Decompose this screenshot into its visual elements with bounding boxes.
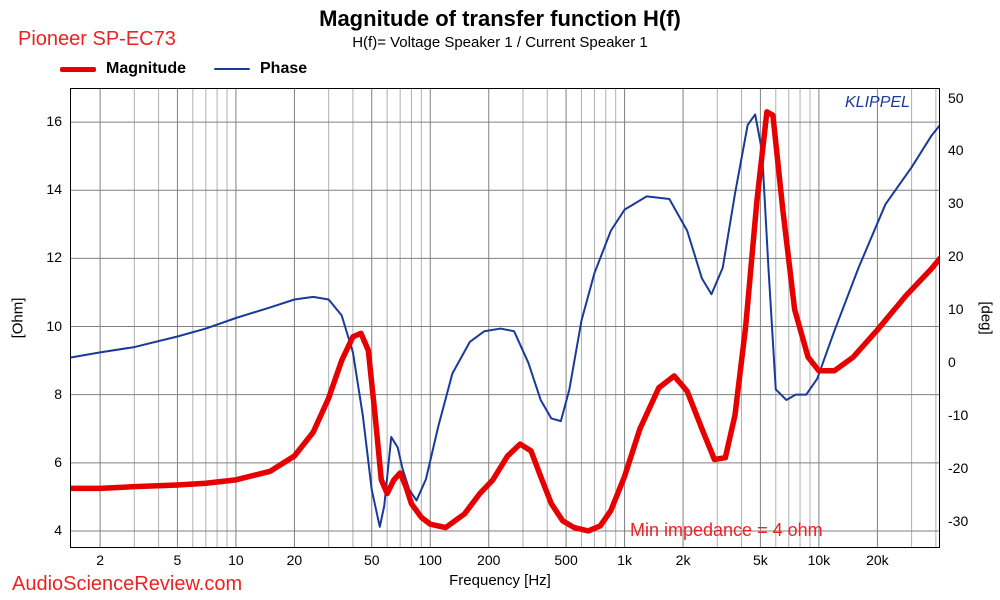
legend-label-magnitude: Magnitude: [106, 60, 186, 78]
x-tick-label: 5: [174, 552, 182, 568]
y-right-tick-label: -30: [948, 513, 968, 529]
min-impedance-annotation: Min impedance = 4 ohm: [630, 520, 823, 541]
x-tick-label: 200: [477, 552, 500, 568]
y-left-axis-label: [Ohm]: [10, 298, 27, 339]
x-tick-label: 20: [287, 552, 303, 568]
y-right-tick-label: -20: [948, 460, 968, 476]
legend-swatch-magnitude: [60, 67, 96, 72]
x-axis-label: Frequency [Hz]: [0, 572, 1000, 589]
y-right-tick-label: 40: [948, 142, 964, 158]
y-left-tick-label: 14: [46, 181, 62, 197]
x-tick-label: 100: [419, 552, 442, 568]
legend-item-magnitude: Magnitude: [60, 60, 186, 78]
legend-item-phase: Phase: [214, 60, 307, 78]
y-left-tick-label: 16: [46, 113, 62, 129]
y-left-tick-label: 12: [46, 249, 62, 265]
x-tick-label: 500: [554, 552, 577, 568]
x-tick-label: 2: [96, 552, 104, 568]
y-right-tick-label: 50: [948, 90, 964, 106]
y-right-tick-label: -10: [948, 407, 968, 423]
klippel-label: KLIPPEL: [845, 94, 910, 112]
plot-area: [70, 88, 940, 548]
x-tick-label: 5k: [753, 552, 768, 568]
y-right-tick-label: 20: [948, 248, 964, 264]
x-tick-label: 10: [228, 552, 244, 568]
x-tick-label: 20k: [866, 552, 889, 568]
y-left-tick-label: 8: [54, 386, 62, 402]
y-right-tick-label: 0: [948, 354, 956, 370]
y-left-tick-label: 4: [54, 522, 62, 538]
x-tick-label: 1k: [617, 552, 632, 568]
x-tick-label: 2k: [676, 552, 691, 568]
model-annotation: Pioneer SP-EC73: [18, 28, 176, 51]
x-tick-label: 10k: [808, 552, 831, 568]
x-tick-label: 50: [364, 552, 380, 568]
y-left-tick-label: 6: [54, 454, 62, 470]
y-right-tick-label: 30: [948, 195, 964, 211]
legend-swatch-phase: [214, 68, 250, 70]
y-right-tick-label: 10: [948, 301, 964, 317]
y-right-axis-label: [deg]: [978, 301, 995, 334]
legend: Magnitude Phase: [60, 60, 307, 78]
y-left-tick-label: 10: [46, 318, 62, 334]
legend-label-phase: Phase: [260, 60, 307, 78]
